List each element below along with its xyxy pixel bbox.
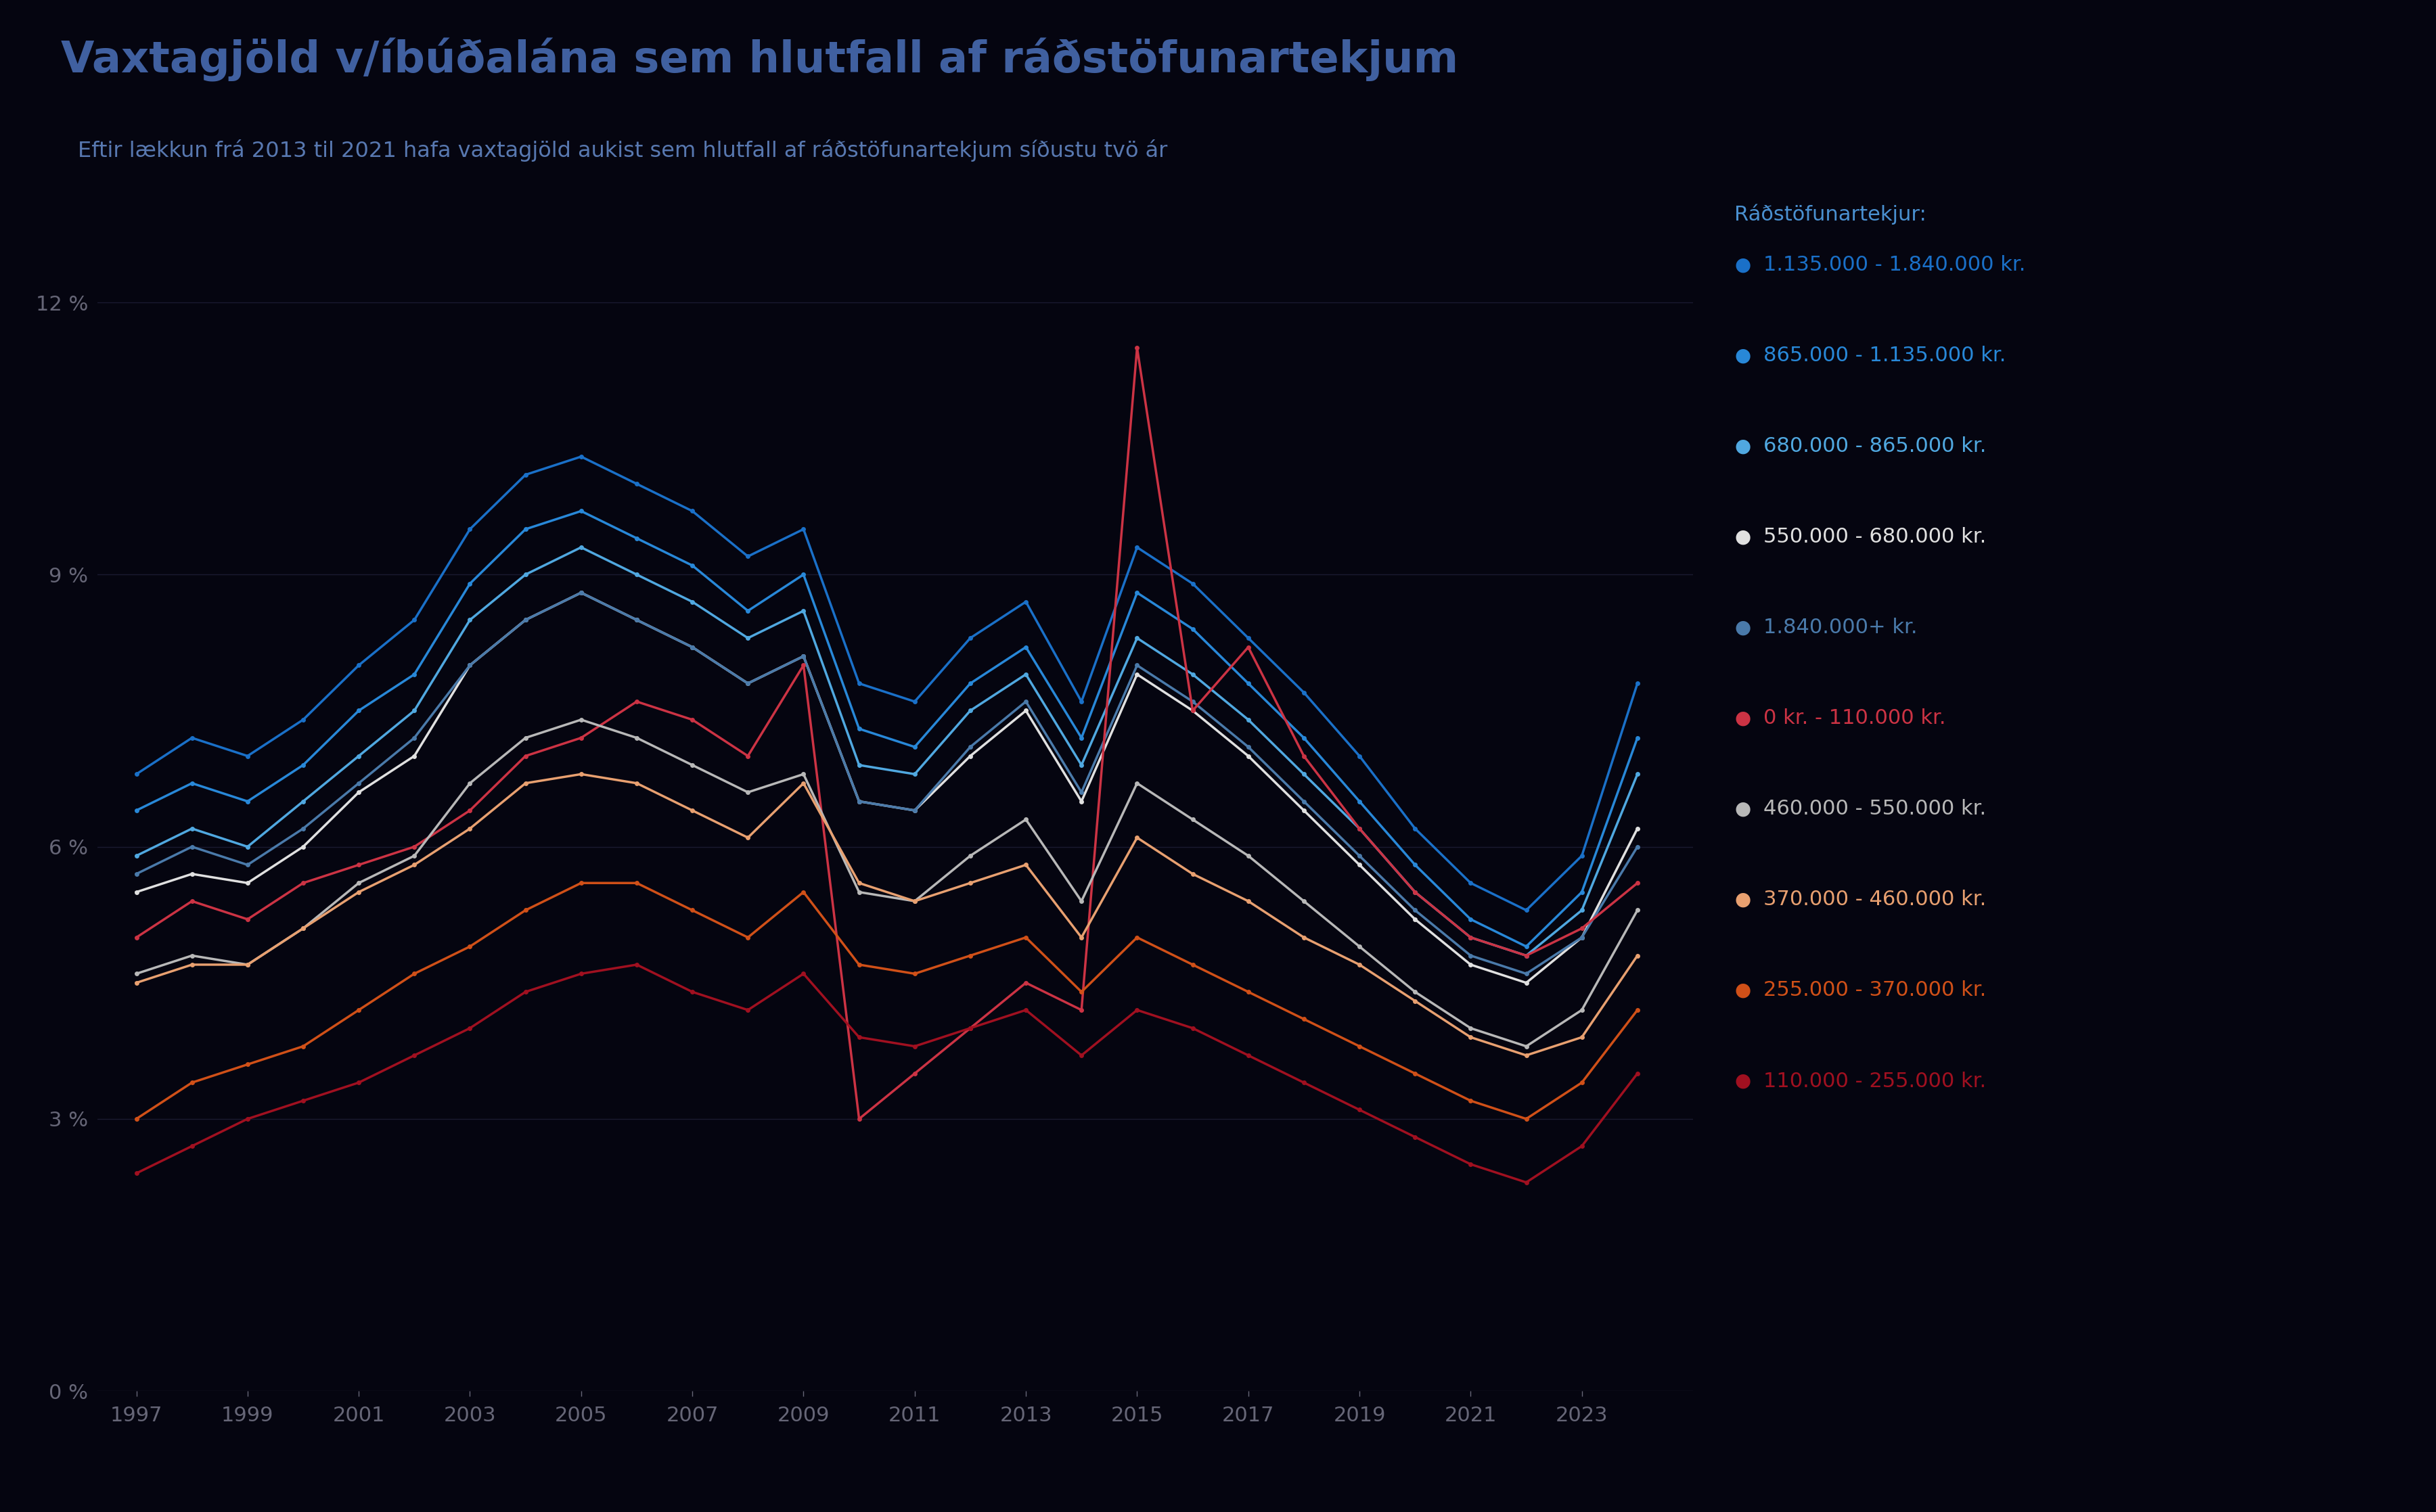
Text: ●: ●	[1734, 709, 1751, 727]
Text: 255.000 - 370.000 kr.: 255.000 - 370.000 kr.	[1764, 981, 1985, 999]
Text: 1.840.000+ kr.: 1.840.000+ kr.	[1764, 618, 1917, 637]
Text: ●: ●	[1734, 1072, 1751, 1090]
Text: ●: ●	[1734, 528, 1751, 546]
Text: ●: ●	[1734, 981, 1751, 999]
Text: ●: ●	[1734, 346, 1751, 364]
Text: Vaxtagjöld v/íbúðalána sem hlutfall af ráðstöfunartekjum: Vaxtagjöld v/íbúðalána sem hlutfall af r…	[61, 38, 1459, 82]
Text: 550.000 - 680.000 kr.: 550.000 - 680.000 kr.	[1764, 528, 1985, 546]
Text: 110.000 - 255.000 kr.: 110.000 - 255.000 kr.	[1764, 1072, 1985, 1090]
Text: 680.000 - 865.000 kr.: 680.000 - 865.000 kr.	[1764, 437, 1985, 455]
Text: 460.000 - 550.000 kr.: 460.000 - 550.000 kr.	[1764, 800, 1985, 818]
Text: ●: ●	[1734, 256, 1751, 274]
Text: 865.000 - 1.135.000 kr.: 865.000 - 1.135.000 kr.	[1764, 346, 2007, 364]
Text: ●: ●	[1734, 618, 1751, 637]
Text: ●: ●	[1734, 891, 1751, 909]
Text: Eftir lækkun frá 2013 til 2021 hafa vaxtagjöld aukist sem hlutfall af ráðstöfuna: Eftir lækkun frá 2013 til 2021 hafa vaxt…	[78, 139, 1167, 162]
Text: ●: ●	[1734, 437, 1751, 455]
Text: ●: ●	[1734, 800, 1751, 818]
Text: 0 kr. - 110.000 kr.: 0 kr. - 110.000 kr.	[1764, 709, 1946, 727]
Text: 370.000 - 460.000 kr.: 370.000 - 460.000 kr.	[1764, 891, 1985, 909]
Text: 1.135.000 - 1.840.000 kr.: 1.135.000 - 1.840.000 kr.	[1764, 256, 2027, 274]
Text: Ráðstöfunartekjur:: Ráðstöfunartekjur:	[1734, 204, 1927, 225]
